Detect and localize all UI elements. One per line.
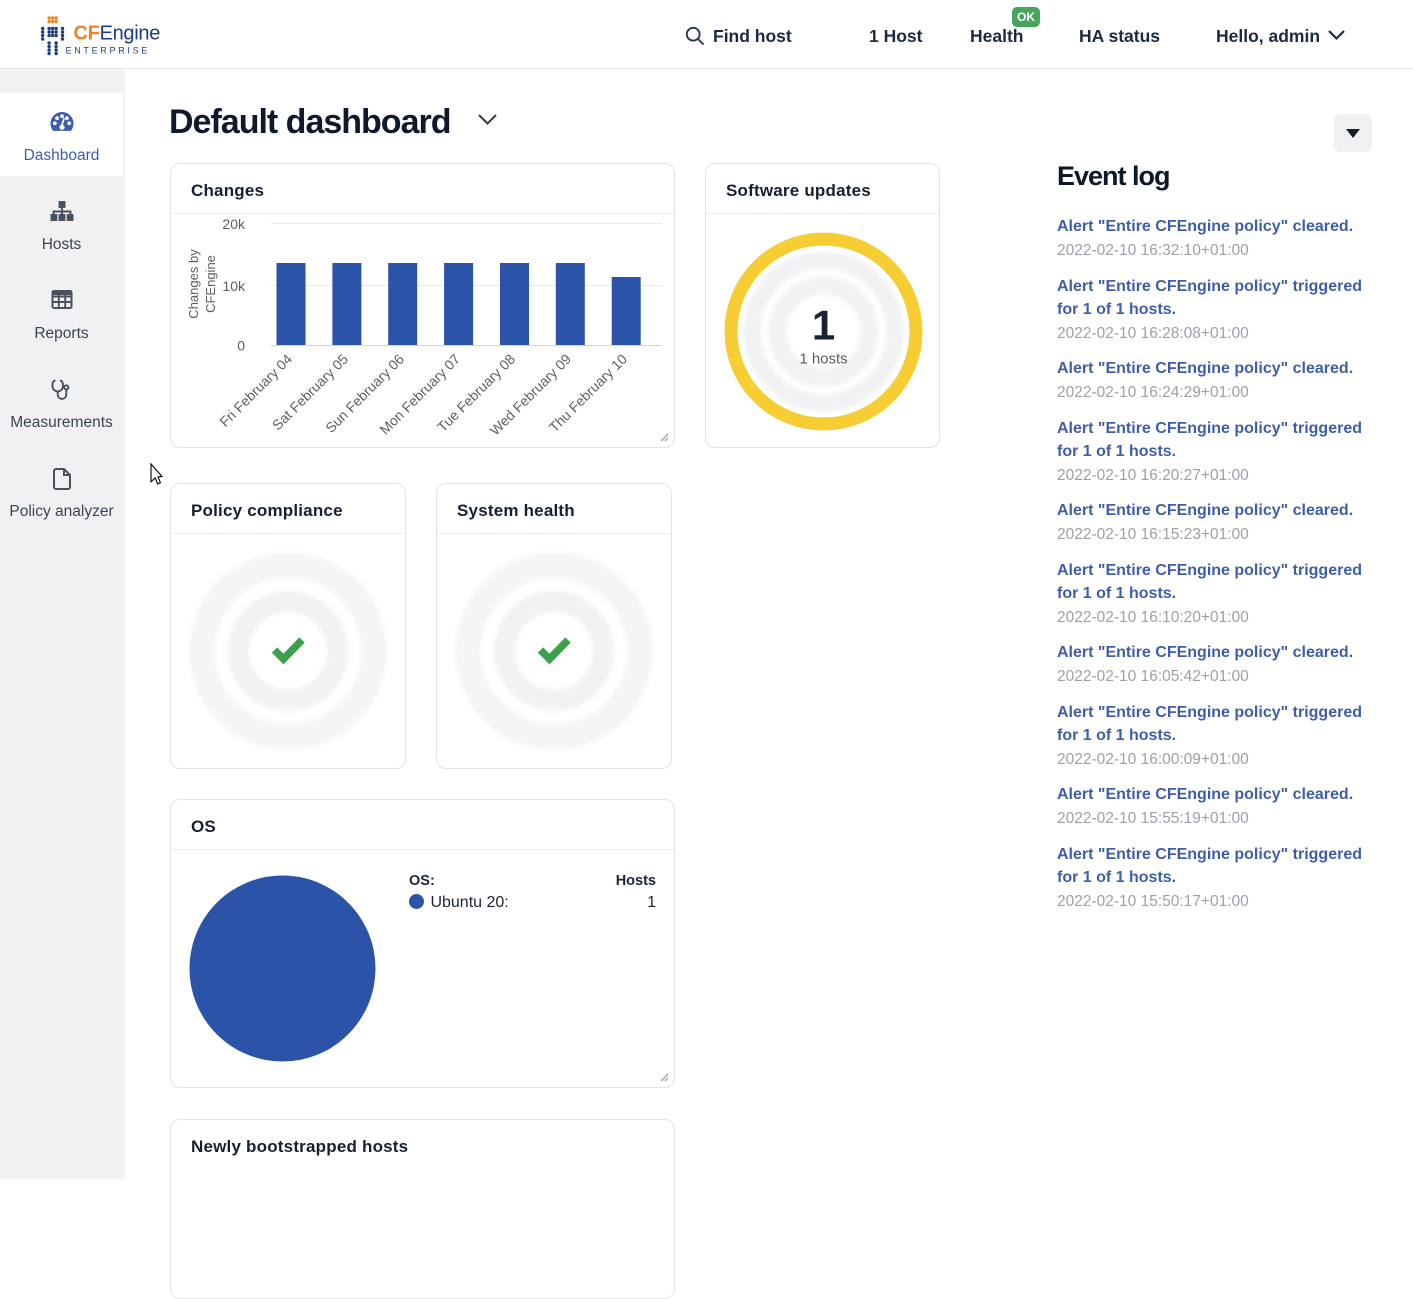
svg-text:ENTERPRISE: ENTERPRISE bbox=[66, 46, 151, 56]
svg-text:Changes by: Changes by bbox=[186, 249, 201, 319]
svg-text:1: 1 bbox=[812, 302, 835, 349]
svg-text:CFEngine: CFEngine bbox=[203, 255, 218, 313]
svg-text:10k: 10k bbox=[222, 278, 246, 294]
svg-text:0: 0 bbox=[237, 338, 245, 354]
svg-text:1 hosts: 1 hosts bbox=[799, 351, 847, 368]
svg-text:CFEngine: CFEngine bbox=[74, 23, 161, 45]
svg-text:20k: 20k bbox=[222, 216, 246, 232]
